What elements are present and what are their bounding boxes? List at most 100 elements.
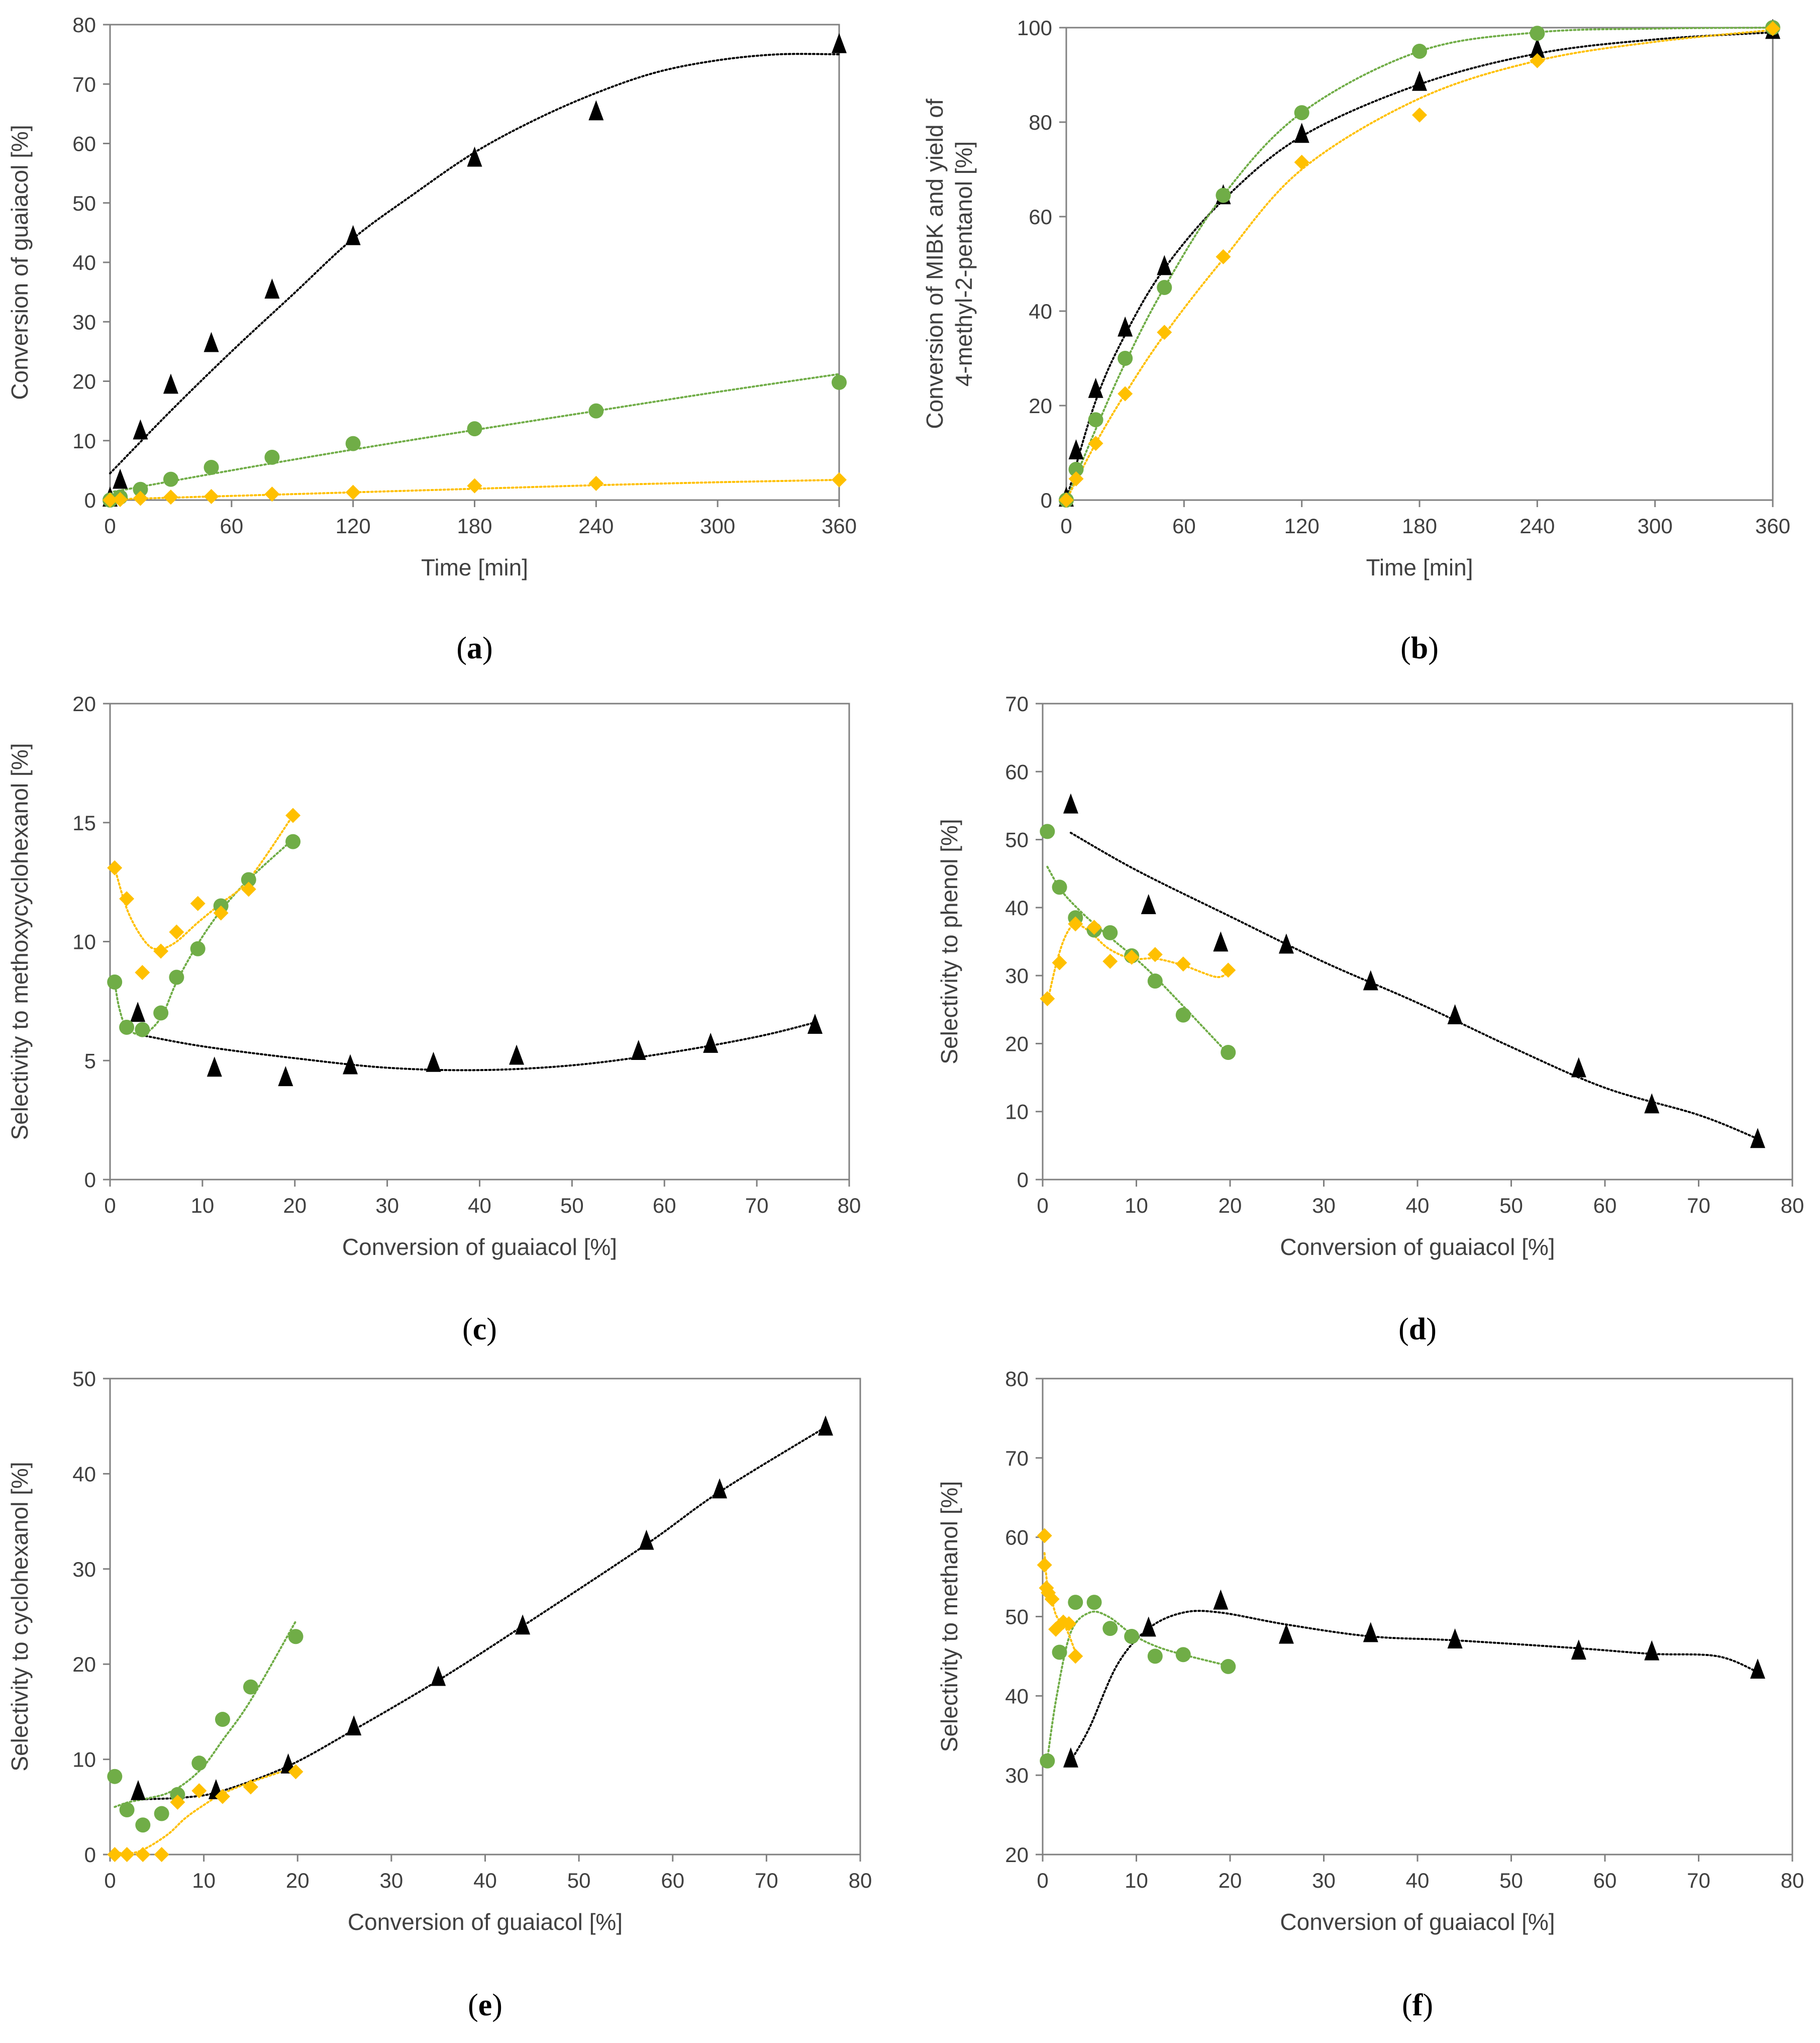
data-point-yellow <box>1175 956 1191 972</box>
data-point-green <box>119 1019 135 1035</box>
data-point-green <box>1221 1045 1236 1060</box>
y-tick-label: 50 <box>72 1367 96 1391</box>
data-point-yellow <box>467 478 482 494</box>
data-point-yellow <box>215 1789 230 1804</box>
y-tick-label: 20 <box>72 370 96 394</box>
x-tick-label: 30 <box>375 1194 399 1217</box>
data-point-black <box>1412 70 1427 91</box>
trendline-yellow <box>1065 29 1774 501</box>
y-tick-label: 40 <box>1029 300 1052 323</box>
x-axis-title: Conversion of guaiacol [%] <box>1280 1909 1555 1935</box>
data-point-black <box>1141 894 1156 914</box>
x-tick-label: 10 <box>191 1194 215 1217</box>
data-point-yellow <box>1037 1557 1052 1573</box>
x-tick-label: 80 <box>1781 1194 1804 1217</box>
data-point-green <box>119 1802 135 1817</box>
data-point-green <box>1147 1648 1163 1664</box>
x-tick-label: 0 <box>104 1194 116 1217</box>
data-point-black <box>1278 933 1294 954</box>
data-point-yellow <box>345 484 361 500</box>
y-tick-label: 20 <box>72 692 96 716</box>
x-tick-label: 240 <box>1520 514 1555 538</box>
data-point-black <box>1088 377 1103 398</box>
y-tick-label: 5 <box>84 1049 96 1073</box>
data-point-black <box>818 1415 833 1436</box>
y-tick-label: 80 <box>72 13 96 37</box>
plot-area-border <box>109 1378 861 1856</box>
data-point-green <box>1086 1595 1102 1610</box>
data-point-green <box>1294 105 1309 121</box>
x-tick-label: 120 <box>1284 514 1320 538</box>
data-point-black <box>343 1054 358 1075</box>
trendline-yellow <box>114 814 294 950</box>
data-point-yellow <box>170 1794 185 1810</box>
data-point-green <box>1102 1621 1118 1636</box>
data-point-yellow <box>1068 916 1083 932</box>
data-point-yellow <box>135 1847 151 1862</box>
data-point-yellow <box>1068 1648 1083 1664</box>
data-point-yellow <box>133 491 148 506</box>
data-point-green <box>588 403 604 419</box>
x-tick-label: 180 <box>1402 514 1437 538</box>
panel-label: (f) <box>1402 1988 1433 2022</box>
data-point-yellow <box>243 1779 258 1795</box>
y-tick-label: 20 <box>1005 1843 1029 1867</box>
data-point-black <box>1644 1640 1660 1661</box>
trendline-green <box>114 1620 297 1808</box>
data-point-green <box>1530 26 1545 41</box>
data-point-black <box>345 225 361 245</box>
data-point-black <box>163 373 178 394</box>
panel-label: (b) <box>1400 631 1439 665</box>
data-point-yellow <box>1294 154 1309 170</box>
x-tick-label: 30 <box>1312 1194 1336 1217</box>
y-tick-label: 0 <box>84 1168 96 1192</box>
y-axis-title: Conversion of MIBK and yield of <box>922 99 948 429</box>
data-point-black <box>1363 1622 1378 1642</box>
y-axis-title: Conversion of guaiacol [%] <box>7 125 33 400</box>
data-point-yellow <box>1037 1528 1052 1543</box>
trendline-black <box>1065 31 1774 501</box>
chart-panel-e: 0 10 20 30 40 50 60 70 80 0 10 20 30 40 50 Conversion o… <box>7 1367 872 2022</box>
data-point-green <box>243 1679 258 1695</box>
data-point-black <box>130 1002 146 1022</box>
y-tick-label: 50 <box>72 191 96 215</box>
trendline-black <box>1069 1610 1759 1762</box>
data-point-black <box>431 1666 446 1686</box>
data-point-black <box>1530 38 1545 58</box>
y-tick-label: 60 <box>1005 1526 1029 1549</box>
data-point-green <box>1040 1753 1055 1769</box>
x-tick-label: 10 <box>1125 1194 1148 1217</box>
data-point-green <box>190 941 206 956</box>
data-point-green <box>163 471 178 487</box>
data-point-green <box>1088 412 1103 428</box>
y-axis-title: Selectivity to methanol [%] <box>936 1481 962 1752</box>
y-tick-label: 40 <box>1005 1684 1029 1708</box>
data-point-yellow <box>1124 949 1140 965</box>
data-point-yellow <box>1530 53 1545 68</box>
data-point-green <box>288 1629 304 1644</box>
data-point-green <box>204 459 219 475</box>
data-point-green <box>1221 1659 1236 1674</box>
data-point-black <box>467 146 482 167</box>
x-tick-label: 20 <box>1219 1869 1242 1892</box>
data-point-green <box>170 1787 185 1802</box>
y-tick-label: 40 <box>1005 896 1029 920</box>
data-point-black <box>515 1614 531 1635</box>
trendline-yellow <box>114 1766 297 1855</box>
x-tick-label: 70 <box>1687 1194 1710 1217</box>
data-point-yellow <box>1059 493 1074 508</box>
y-axis-title: Selectivity to phenol [%] <box>936 819 962 1064</box>
data-point-yellow <box>288 1764 304 1780</box>
chart-panel-b: 0 60 120 180 240 300 360 0 20 40 60 80 100 Time [min]… <box>922 16 1790 665</box>
data-point-yellow <box>1061 1616 1077 1631</box>
x-tick-label: 0 <box>1037 1194 1048 1217</box>
data-point-black <box>639 1529 654 1550</box>
y-tick-label: 60 <box>1029 205 1052 229</box>
chart-panel-c: 0 10 20 30 40 50 60 70 80 0 5 10 15 20 Conversion of g… <box>7 692 861 1346</box>
trendline-black <box>137 1426 827 1801</box>
data-point-black <box>703 1032 719 1053</box>
data-point-green <box>345 436 361 451</box>
x-tick-label: 40 <box>1406 1194 1430 1217</box>
trendline-yellow <box>1046 923 1230 1004</box>
